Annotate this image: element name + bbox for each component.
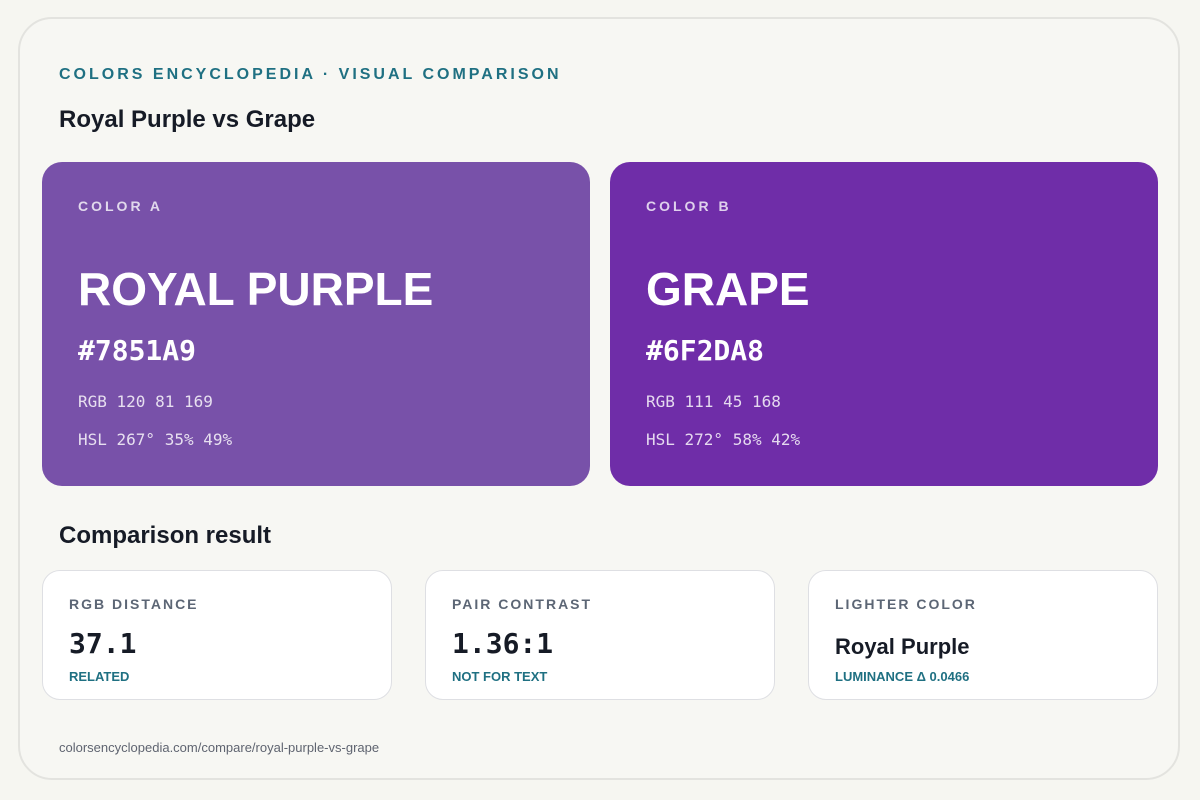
footer-url[interactable]: colorsencyclopedia.com/compare/royal-pur… <box>59 740 380 755</box>
card-value: 37.1 <box>69 627 137 660</box>
card-note: NOT FOR TEXT <box>452 669 548 684</box>
color-a-hex: #7851A9 <box>78 334 197 367</box>
color-a-swatch: COLOR A ROYAL PURPLE #7851A9 RGB 120 81 … <box>42 162 590 486</box>
rgb-distance-card: RGB DISTANCE 37.1 RELATED <box>42 570 392 700</box>
card-label: RGB DISTANCE <box>69 596 199 612</box>
card-note: RELATED <box>69 669 130 684</box>
card-value: 1.36:1 <box>452 627 554 660</box>
card-note: LUMINANCE Δ 0.0466 <box>835 669 970 684</box>
color-b-rgb: RGB 111 45 168 <box>646 392 781 411</box>
color-b-hsl: HSL 272° 58% 42% <box>646 430 801 449</box>
page-title: Royal Purple vs Grape <box>59 106 316 133</box>
card-label: LIGHTER COLOR <box>835 596 977 612</box>
comparison-heading: Comparison result <box>59 522 272 549</box>
color-a-rgb: RGB 120 81 169 <box>78 392 213 411</box>
color-b-label: COLOR B <box>646 198 732 214</box>
color-a-hsl: HSL 267° 35% 49% <box>78 430 233 449</box>
card-value: Royal Purple <box>835 634 970 659</box>
card-label: PAIR CONTRAST <box>452 596 593 612</box>
color-b-hex: #6F2DA8 <box>646 334 765 367</box>
lighter-color-card: LIGHTER COLOR Royal Purple LUMINANCE Δ 0… <box>808 570 1158 700</box>
site-eyebrow: COLORS ENCYCLOPEDIA · VISUAL COMPARISON <box>59 66 562 83</box>
color-b-name: GRAPE <box>646 263 810 315</box>
color-a-name: ROYAL PURPLE <box>78 263 434 315</box>
color-a-label: COLOR A <box>78 198 164 214</box>
pair-contrast-card: PAIR CONTRAST 1.36:1 NOT FOR TEXT <box>425 570 775 700</box>
color-b-swatch: COLOR B GRAPE #6F2DA8 RGB 111 45 168 HSL… <box>610 162 1158 486</box>
